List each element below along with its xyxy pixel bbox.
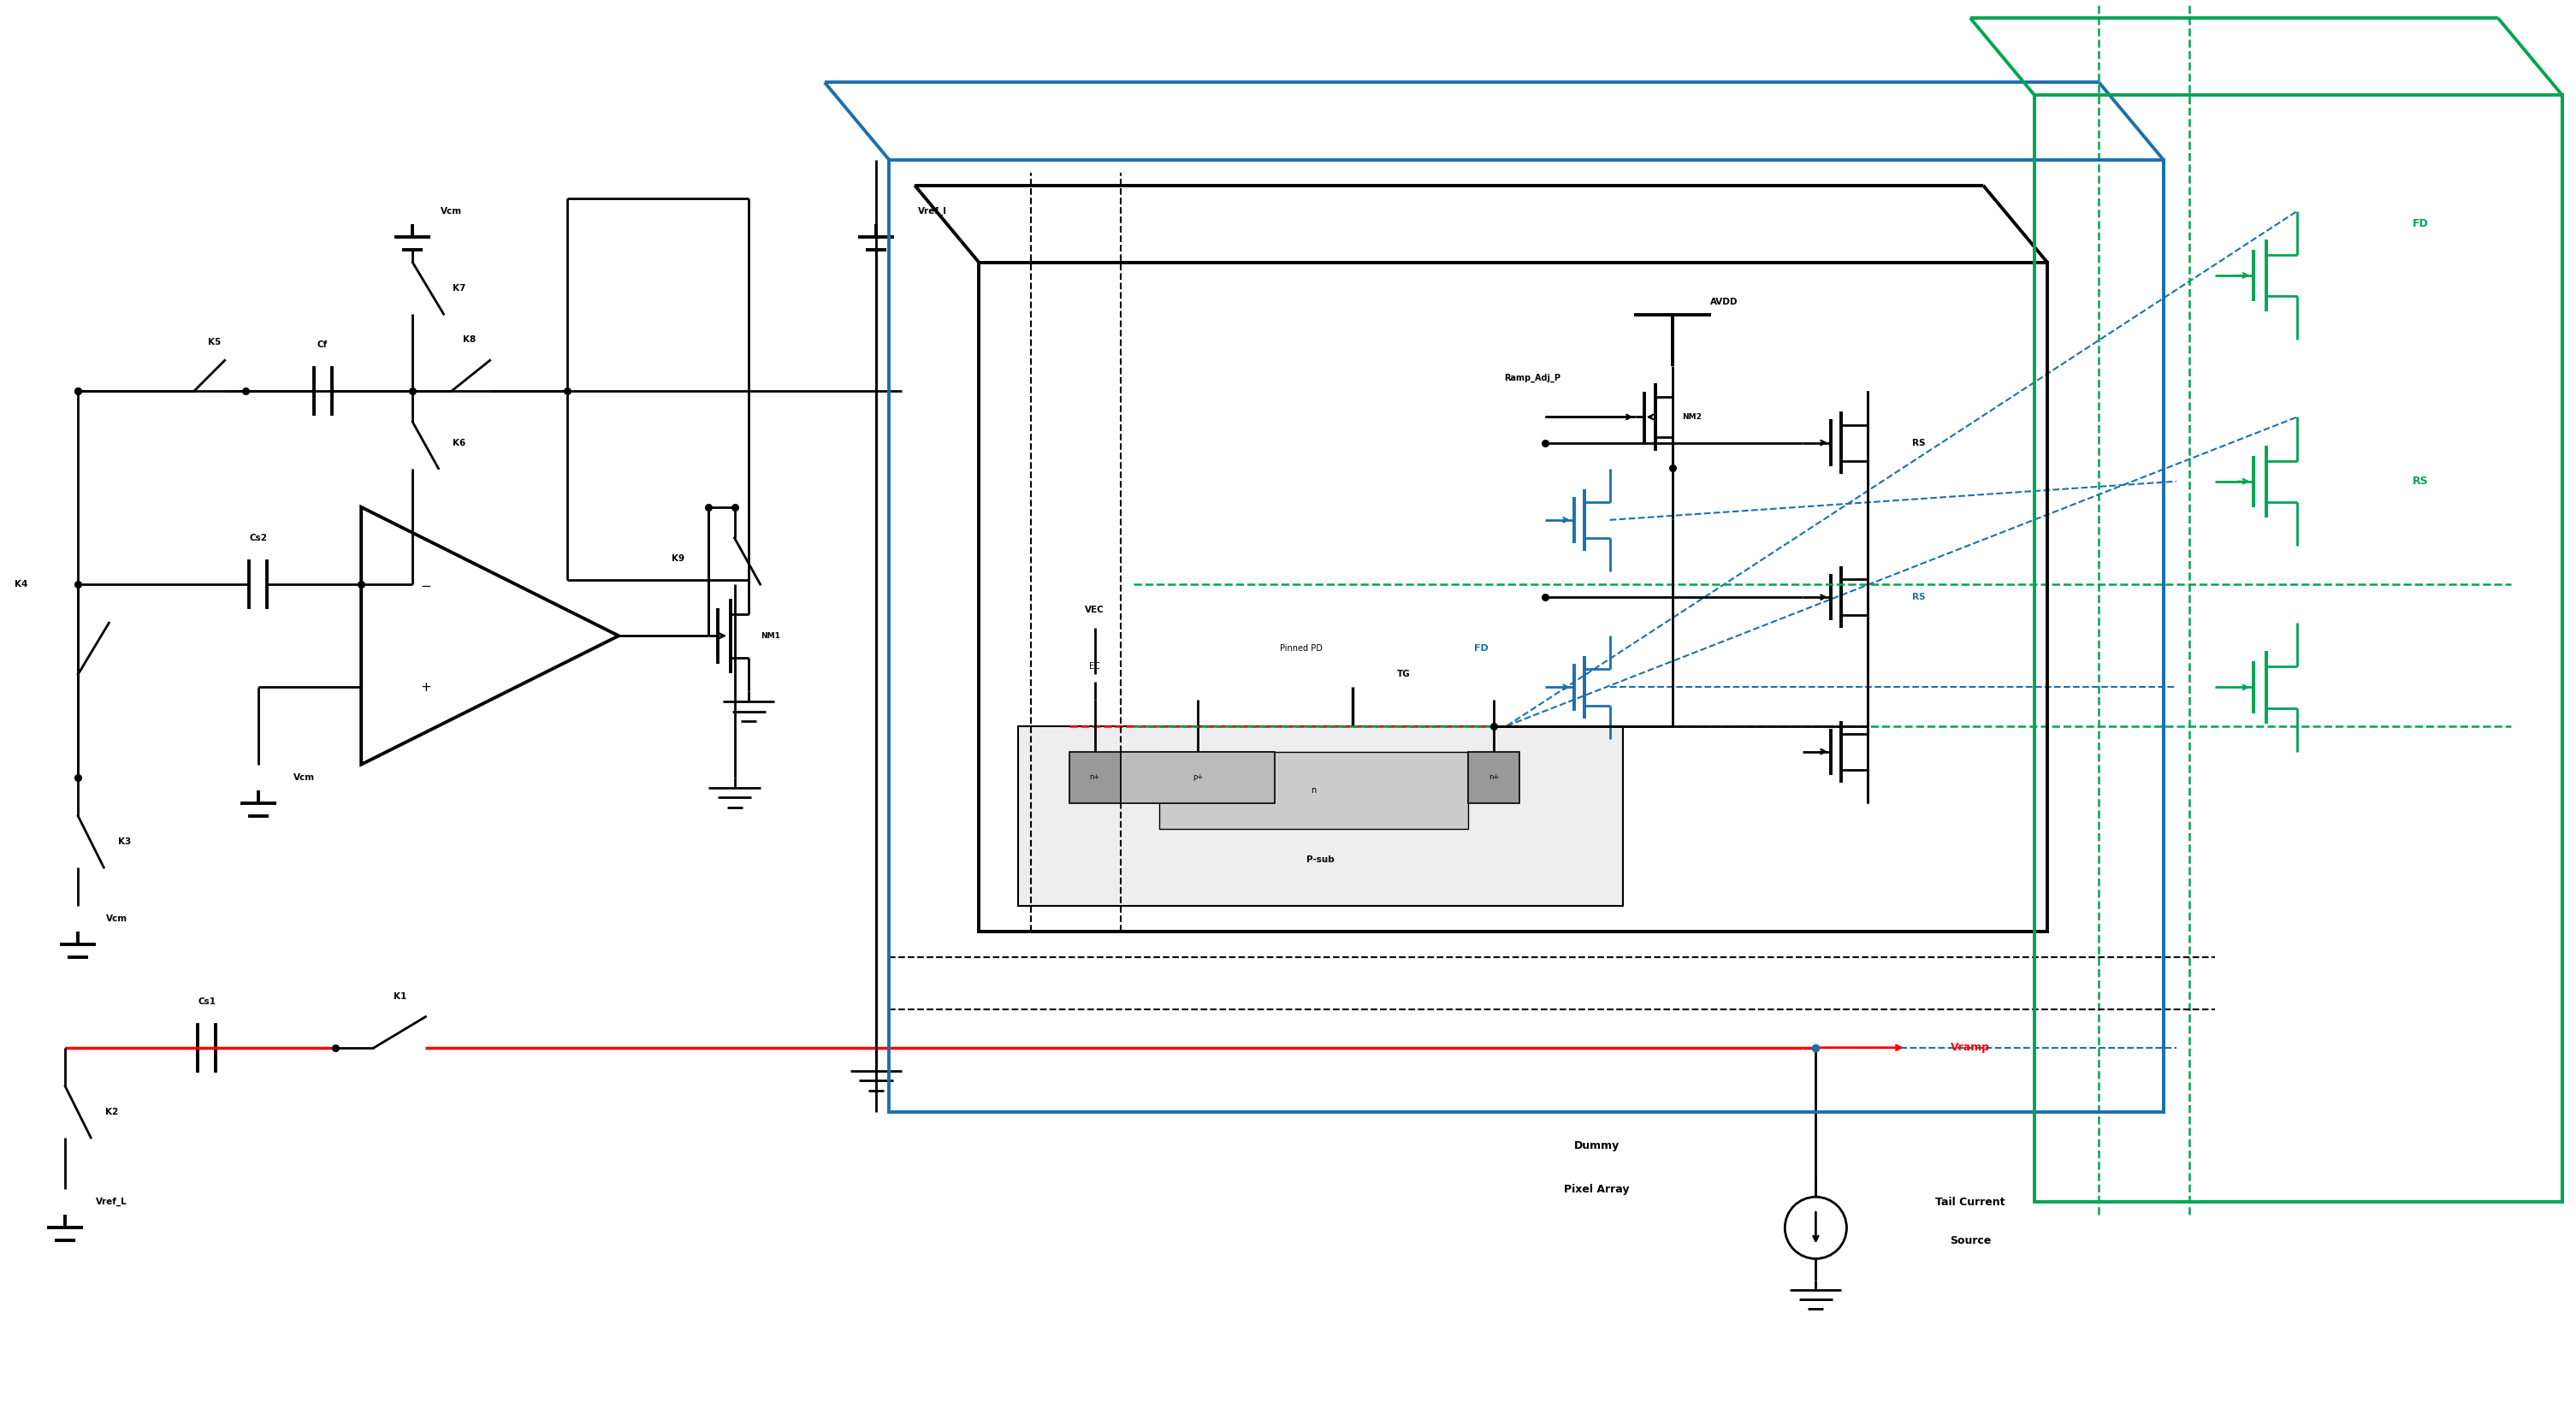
Text: AVDD: AVDD (1710, 297, 1739, 306)
Text: K2: K2 (106, 1108, 118, 1117)
Text: p+: p+ (1193, 773, 1203, 781)
Text: VEC: VEC (1084, 605, 1105, 614)
Bar (1069, 752, 1121, 803)
Text: Pinned PD: Pinned PD (1280, 645, 1321, 653)
Bar (2035, 96, 2563, 1202)
Text: Dummy: Dummy (1574, 1140, 1620, 1150)
Text: TG: TG (1396, 670, 1412, 679)
Text: n: n (1311, 786, 1316, 794)
Text: K1: K1 (394, 991, 407, 1001)
Bar (889, 159, 2164, 1112)
Text: Source: Source (1950, 1235, 1991, 1246)
Text: K8: K8 (464, 335, 477, 344)
Text: FD: FD (1473, 645, 1489, 653)
Text: RS: RS (1911, 438, 1924, 446)
Text: RS: RS (1911, 593, 1924, 601)
Text: K5: K5 (209, 338, 222, 346)
Bar (1159, 752, 1468, 829)
Text: K4: K4 (15, 580, 28, 589)
Text: Vref_I: Vref_I (917, 207, 948, 215)
Text: Pixel Array: Pixel Array (1564, 1184, 1631, 1195)
Text: Vcm: Vcm (294, 773, 314, 781)
Bar (979, 262, 2048, 932)
Bar (1121, 752, 1275, 803)
Text: $+$: $+$ (420, 681, 430, 694)
Text: FD: FD (2414, 218, 2429, 230)
Text: Cs2: Cs2 (250, 534, 268, 542)
Text: Cs1: Cs1 (198, 997, 216, 1005)
Text: K7: K7 (453, 284, 466, 293)
Text: Tail Current: Tail Current (1935, 1197, 2004, 1208)
Text: K6: K6 (453, 438, 466, 446)
Text: Vramp: Vramp (1950, 1042, 1989, 1053)
Text: $-$: $-$ (420, 577, 430, 591)
Text: Cf: Cf (317, 341, 327, 349)
Bar (1018, 727, 1623, 907)
Text: Vcm: Vcm (440, 207, 461, 215)
Text: P-sub: P-sub (1306, 856, 1334, 865)
Text: n+: n+ (1489, 773, 1499, 781)
Text: Vcm: Vcm (106, 915, 126, 924)
Text: NM2: NM2 (1682, 413, 1703, 421)
Text: NM1: NM1 (760, 632, 781, 639)
Text: n+: n+ (1090, 773, 1100, 781)
Text: Vref_L: Vref_L (95, 1198, 126, 1207)
Bar (1468, 752, 1520, 803)
Text: K9: K9 (672, 555, 685, 563)
Text: EC: EC (1090, 662, 1100, 672)
Text: RS: RS (2414, 476, 2429, 487)
Text: K3: K3 (118, 838, 131, 846)
Text: Ramp_Adj_P: Ramp_Adj_P (1504, 375, 1561, 383)
